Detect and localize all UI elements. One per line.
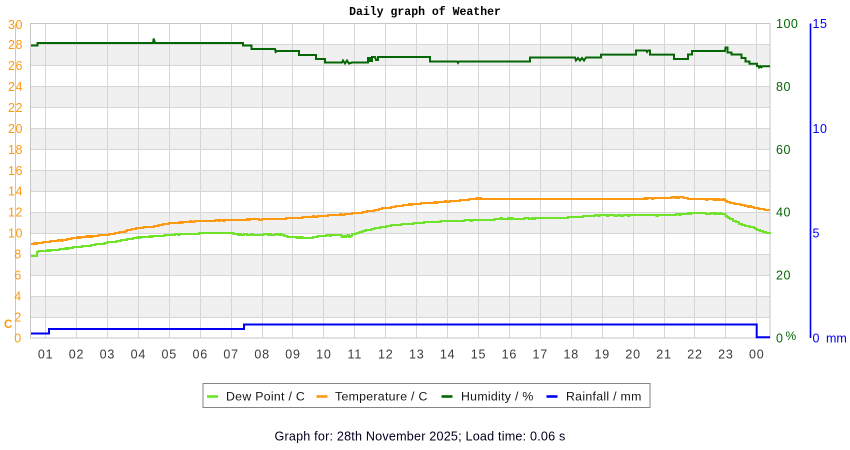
svg-text:26: 26 xyxy=(8,59,23,73)
svg-text:20: 20 xyxy=(8,122,23,136)
svg-text:09: 09 xyxy=(285,348,301,362)
svg-text:06: 06 xyxy=(192,348,208,362)
svg-text:10: 10 xyxy=(813,122,828,136)
svg-text:8: 8 xyxy=(14,248,21,262)
svg-text:C: C xyxy=(4,319,12,331)
svg-text:mm: mm xyxy=(826,332,847,346)
svg-text:60: 60 xyxy=(776,143,791,157)
svg-text:28: 28 xyxy=(8,38,23,52)
svg-text:13: 13 xyxy=(409,348,425,362)
svg-text:0: 0 xyxy=(14,332,21,346)
svg-text:04: 04 xyxy=(131,348,147,362)
svg-text:40: 40 xyxy=(776,206,791,220)
svg-text:23: 23 xyxy=(718,348,734,362)
svg-text:15: 15 xyxy=(813,17,828,31)
svg-text:0: 0 xyxy=(813,332,820,346)
svg-text:14: 14 xyxy=(8,185,23,199)
svg-text:100: 100 xyxy=(776,17,798,31)
svg-text:08: 08 xyxy=(254,348,270,362)
svg-text:14: 14 xyxy=(440,348,456,362)
svg-text:21: 21 xyxy=(656,348,672,362)
svg-text:0: 0 xyxy=(776,332,783,346)
svg-text:24: 24 xyxy=(8,80,23,94)
svg-text:05: 05 xyxy=(162,348,178,362)
svg-text:18: 18 xyxy=(564,348,580,362)
svg-text:16: 16 xyxy=(8,164,23,178)
svg-text:30: 30 xyxy=(8,18,23,32)
svg-text:4: 4 xyxy=(14,290,21,304)
svg-text:12: 12 xyxy=(8,206,23,220)
svg-text:18: 18 xyxy=(8,143,23,157)
svg-text:19: 19 xyxy=(594,348,610,362)
svg-text:5: 5 xyxy=(813,227,820,241)
svg-text:12: 12 xyxy=(378,348,394,362)
svg-text:11: 11 xyxy=(348,348,363,362)
svg-text:07: 07 xyxy=(223,348,239,362)
svg-text:Rainfall / mm: Rainfall / mm xyxy=(566,390,642,404)
svg-text:10: 10 xyxy=(8,227,23,241)
svg-text:15: 15 xyxy=(471,348,487,362)
svg-text:Graph for: 28th November 2025;: Graph for: 28th November 2025; Load time… xyxy=(274,430,565,444)
svg-text:80: 80 xyxy=(776,80,791,94)
svg-text:22: 22 xyxy=(8,101,23,115)
svg-text:02: 02 xyxy=(69,348,85,362)
svg-text:Dew Point / C: Dew Point / C xyxy=(226,390,305,404)
svg-text:03: 03 xyxy=(100,348,116,362)
svg-text:Humidity / %: Humidity / % xyxy=(461,390,534,404)
svg-text:20: 20 xyxy=(776,269,791,283)
svg-text:01: 01 xyxy=(38,348,54,362)
svg-text:10: 10 xyxy=(316,348,332,362)
svg-text:2: 2 xyxy=(14,311,21,325)
svg-text:22: 22 xyxy=(687,348,703,362)
svg-text:Daily graph of Weather: Daily graph of Weather xyxy=(349,6,501,19)
svg-text:Temperature / C: Temperature / C xyxy=(335,390,428,404)
svg-text:6: 6 xyxy=(14,269,21,283)
svg-text:17: 17 xyxy=(533,348,549,362)
svg-text:16: 16 xyxy=(502,348,518,362)
svg-text:20: 20 xyxy=(625,348,641,362)
svg-text:%: % xyxy=(786,329,797,343)
svg-text:00: 00 xyxy=(749,348,765,362)
